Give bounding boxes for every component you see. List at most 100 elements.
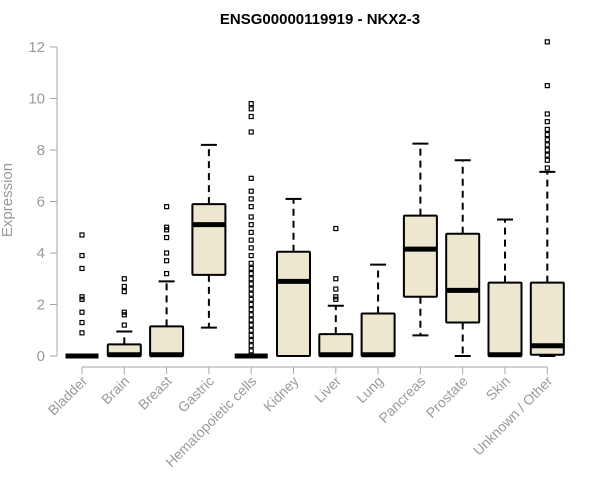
box-plots bbox=[65, 39, 565, 359]
outlier-point bbox=[544, 147, 550, 153]
outlier-point bbox=[248, 301, 254, 308]
outlier-point bbox=[248, 188, 254, 194]
x-tick-label: Breast bbox=[135, 373, 175, 413]
box-prostate bbox=[445, 159, 481, 357]
x-tick-label: Skin bbox=[483, 373, 514, 404]
outlier-point bbox=[248, 327, 254, 333]
outlier-point bbox=[248, 222, 254, 228]
outlier-point bbox=[544, 152, 550, 158]
outlier-point bbox=[248, 252, 254, 259]
outlier-point bbox=[544, 39, 550, 45]
outlier-point bbox=[248, 214, 254, 220]
box-bladder bbox=[65, 232, 99, 359]
outlier-point bbox=[333, 286, 339, 292]
outlier-point bbox=[544, 157, 550, 163]
x-tick-label: Liver bbox=[311, 373, 344, 406]
x-tick-label: Pancreas bbox=[375, 373, 428, 426]
outlier-point bbox=[121, 309, 127, 315]
box-body bbox=[487, 281, 523, 357]
outlier-point bbox=[544, 165, 550, 171]
box-body bbox=[529, 281, 565, 356]
outlier-point bbox=[164, 258, 170, 264]
outlier-point bbox=[79, 294, 85, 300]
x-tick-label: Lung bbox=[353, 373, 386, 406]
outlier-point bbox=[544, 131, 550, 138]
box-liver bbox=[318, 225, 354, 358]
outlier-point bbox=[248, 245, 254, 251]
x-tick-label: Brain bbox=[98, 373, 132, 407]
box-body bbox=[276, 250, 311, 357]
outlier-point bbox=[79, 252, 85, 259]
outlier-point bbox=[164, 234, 170, 241]
y-tick-label: 2 bbox=[37, 297, 45, 314]
outlier-point bbox=[79, 330, 85, 336]
outlier-point bbox=[248, 175, 254, 181]
outlier-point bbox=[248, 332, 254, 338]
outlier-point bbox=[248, 296, 254, 302]
outlier-point bbox=[248, 322, 254, 328]
outlier-point bbox=[248, 129, 254, 135]
outlier-point bbox=[248, 343, 254, 349]
outlier-point bbox=[544, 83, 550, 89]
box-brain bbox=[106, 276, 142, 358]
outlier-point bbox=[79, 232, 85, 238]
outlier-point bbox=[164, 204, 170, 210]
outlier-point bbox=[164, 271, 170, 277]
box-unknown-other bbox=[529, 39, 565, 357]
outlier-point bbox=[544, 111, 550, 117]
box-kidney bbox=[276, 197, 311, 357]
y-tick-label: 0 bbox=[37, 348, 45, 365]
outlier-point bbox=[248, 286, 254, 292]
outlier-point bbox=[248, 101, 254, 107]
outlier-point bbox=[248, 229, 254, 235]
outlier-point bbox=[248, 291, 254, 297]
y-tick-label: 8 bbox=[37, 142, 45, 159]
box-body bbox=[402, 214, 438, 298]
outlier-point bbox=[248, 196, 254, 202]
box-skin bbox=[487, 218, 523, 358]
chart-title: ENSG00000119919 - NKX2-3 bbox=[220, 11, 420, 28]
outlier-point bbox=[248, 237, 254, 243]
outlier-point bbox=[121, 289, 127, 295]
outlier-point bbox=[164, 250, 170, 256]
y-tick-label: 6 bbox=[37, 194, 45, 211]
outlier-point bbox=[79, 319, 85, 326]
outlier-point bbox=[333, 294, 339, 300]
outlier-point bbox=[544, 137, 550, 143]
outlier-point bbox=[544, 126, 550, 133]
box-body bbox=[360, 312, 396, 358]
outlier-point bbox=[248, 276, 254, 282]
x-tick-label: Prostate bbox=[423, 373, 471, 421]
outlier-point bbox=[79, 309, 85, 315]
outlier-point bbox=[121, 276, 127, 282]
outlier-point bbox=[121, 283, 127, 290]
outlier-point bbox=[248, 265, 254, 272]
outlier-point bbox=[248, 348, 254, 354]
y-axis: 0 2 4 6 8 10 12 bbox=[28, 39, 58, 365]
box-gastric bbox=[191, 143, 227, 329]
outlier-point bbox=[248, 260, 254, 266]
outlier-point bbox=[248, 337, 254, 344]
outlier-point bbox=[248, 271, 254, 277]
box-lung bbox=[360, 263, 396, 358]
outlier-point bbox=[248, 281, 254, 287]
box-hematopoietic-cells bbox=[234, 101, 268, 359]
outlier-point bbox=[121, 322, 127, 328]
box-pancreas bbox=[402, 142, 438, 337]
outlier-point bbox=[544, 119, 550, 125]
box-body bbox=[191, 203, 227, 276]
outlier-point bbox=[248, 106, 254, 112]
outlier-point bbox=[248, 113, 254, 120]
y-axis-label: Expression bbox=[0, 163, 16, 237]
box-body bbox=[149, 325, 185, 358]
outlier-point bbox=[248, 317, 254, 323]
y-tick-label: 10 bbox=[28, 91, 45, 108]
outlier-point bbox=[248, 307, 254, 313]
outlier-point bbox=[333, 276, 339, 282]
box-body bbox=[445, 232, 481, 324]
y-tick-label: 12 bbox=[28, 39, 45, 56]
x-tick-label: Kidney bbox=[260, 373, 302, 415]
outlier-point bbox=[79, 265, 85, 272]
